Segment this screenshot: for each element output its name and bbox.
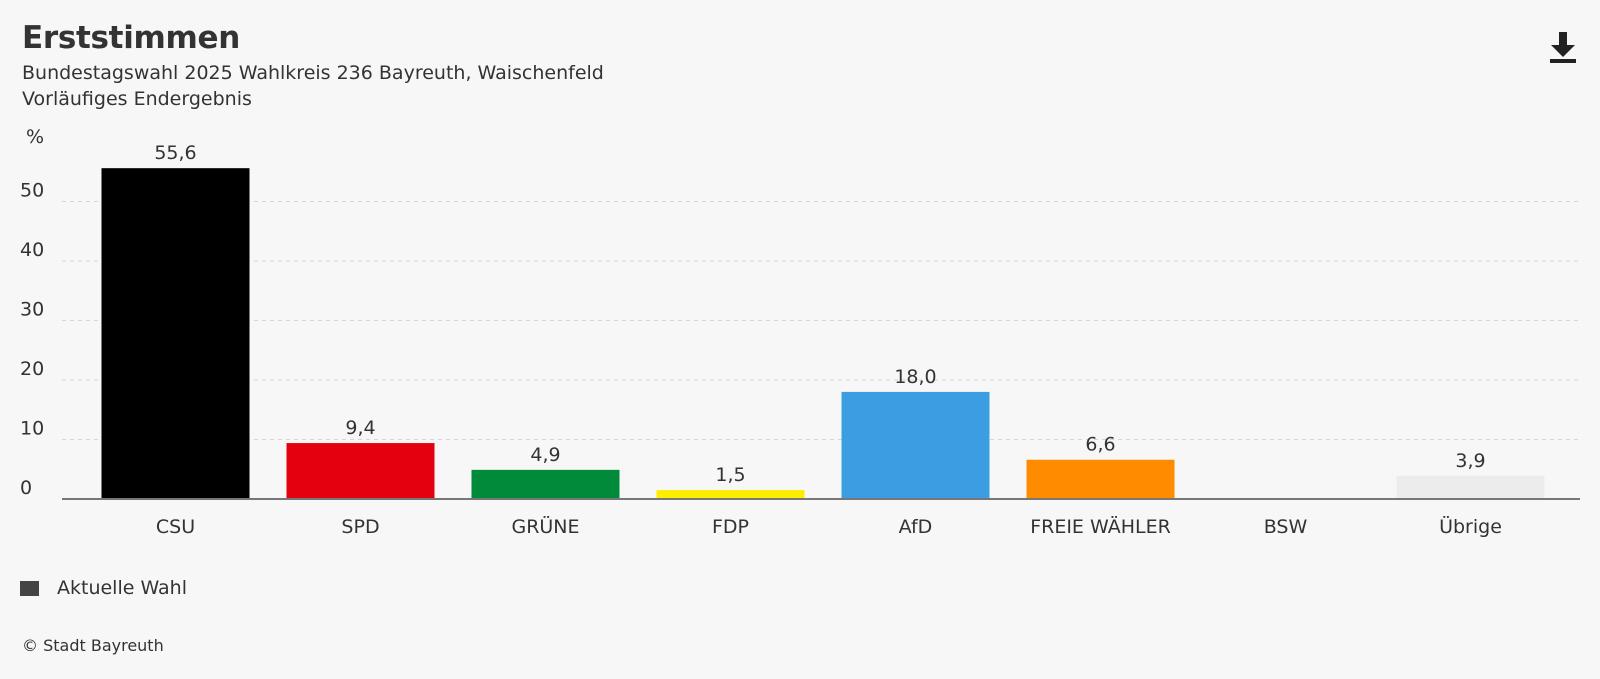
- bar[interactable]: [1396, 475, 1545, 499]
- bar-value-label: 18,0: [894, 366, 936, 388]
- copyright-credit: © Stadt Bayreuth: [22, 636, 164, 655]
- bar-value-label: 1,5: [715, 464, 745, 486]
- bar[interactable]: [841, 391, 990, 499]
- grid-lines: [62, 201, 1580, 440]
- y-tick-label: 10: [20, 418, 44, 440]
- x-tick-label: FREIE WÄHLER: [1030, 515, 1171, 538]
- chart-title: Erststimmen: [22, 20, 241, 56]
- y-tick-label: 30: [20, 299, 44, 321]
- y-tick-label: 50: [20, 180, 44, 202]
- x-tick-label: Übrige: [1439, 515, 1502, 538]
- value-labels: 55,6 9,4 4,9 1,5 18,0 6,6 3,9: [154, 142, 1485, 486]
- result-status: Vorläufiges Endergebnis: [22, 88, 252, 110]
- bar-value-label: 4,9: [530, 444, 560, 466]
- x-tick-label: GRÜNE: [511, 515, 579, 538]
- bar[interactable]: [286, 443, 435, 499]
- download-icon: [1550, 32, 1576, 63]
- x-tick-label: BSW: [1264, 516, 1308, 538]
- y-axis-ticks: 0 10 20 30 40 50: [20, 180, 44, 500]
- y-tick-label: 0: [20, 477, 32, 499]
- bar[interactable]: [101, 168, 250, 499]
- x-tick-label: SPD: [341, 516, 379, 538]
- y-axis-unit-label: %: [26, 126, 44, 148]
- bar[interactable]: [1026, 459, 1175, 499]
- x-tick-label: FDP: [712, 516, 749, 538]
- bar[interactable]: [471, 469, 620, 499]
- legend-label: Aktuelle Wahl: [57, 577, 188, 599]
- x-tick-label: CSU: [156, 516, 195, 538]
- legend-swatch: [20, 580, 39, 596]
- bar-value-label: 6,6: [1085, 434, 1115, 456]
- bar-value-label: 9,4: [345, 417, 375, 439]
- x-axis-ticks: CSU SPD GRÜNE FDP AfD FREIE WÄHLER BSW Übrige: [156, 515, 1502, 538]
- chart-subtitle: Bundestagswahl 2025 Wahlkreis 236 Bayreu…: [22, 62, 604, 84]
- bars: [101, 168, 1545, 499]
- bar[interactable]: [656, 490, 805, 499]
- y-tick-label: 20: [20, 358, 44, 380]
- x-tick-label: AfD: [899, 516, 933, 538]
- bar-chart: 0 10 20 30 40 50 % 55,6 9,4 4,9 1,5 18,0 6,6 3,9 CS…: [20, 126, 1580, 538]
- legend: Aktuelle Wahl: [20, 577, 187, 599]
- bar-value-label: 3,9: [1455, 450, 1485, 472]
- y-tick-label: 40: [20, 239, 44, 261]
- bar-value-label: 55,6: [154, 142, 196, 164]
- download-button[interactable]: [1548, 30, 1582, 68]
